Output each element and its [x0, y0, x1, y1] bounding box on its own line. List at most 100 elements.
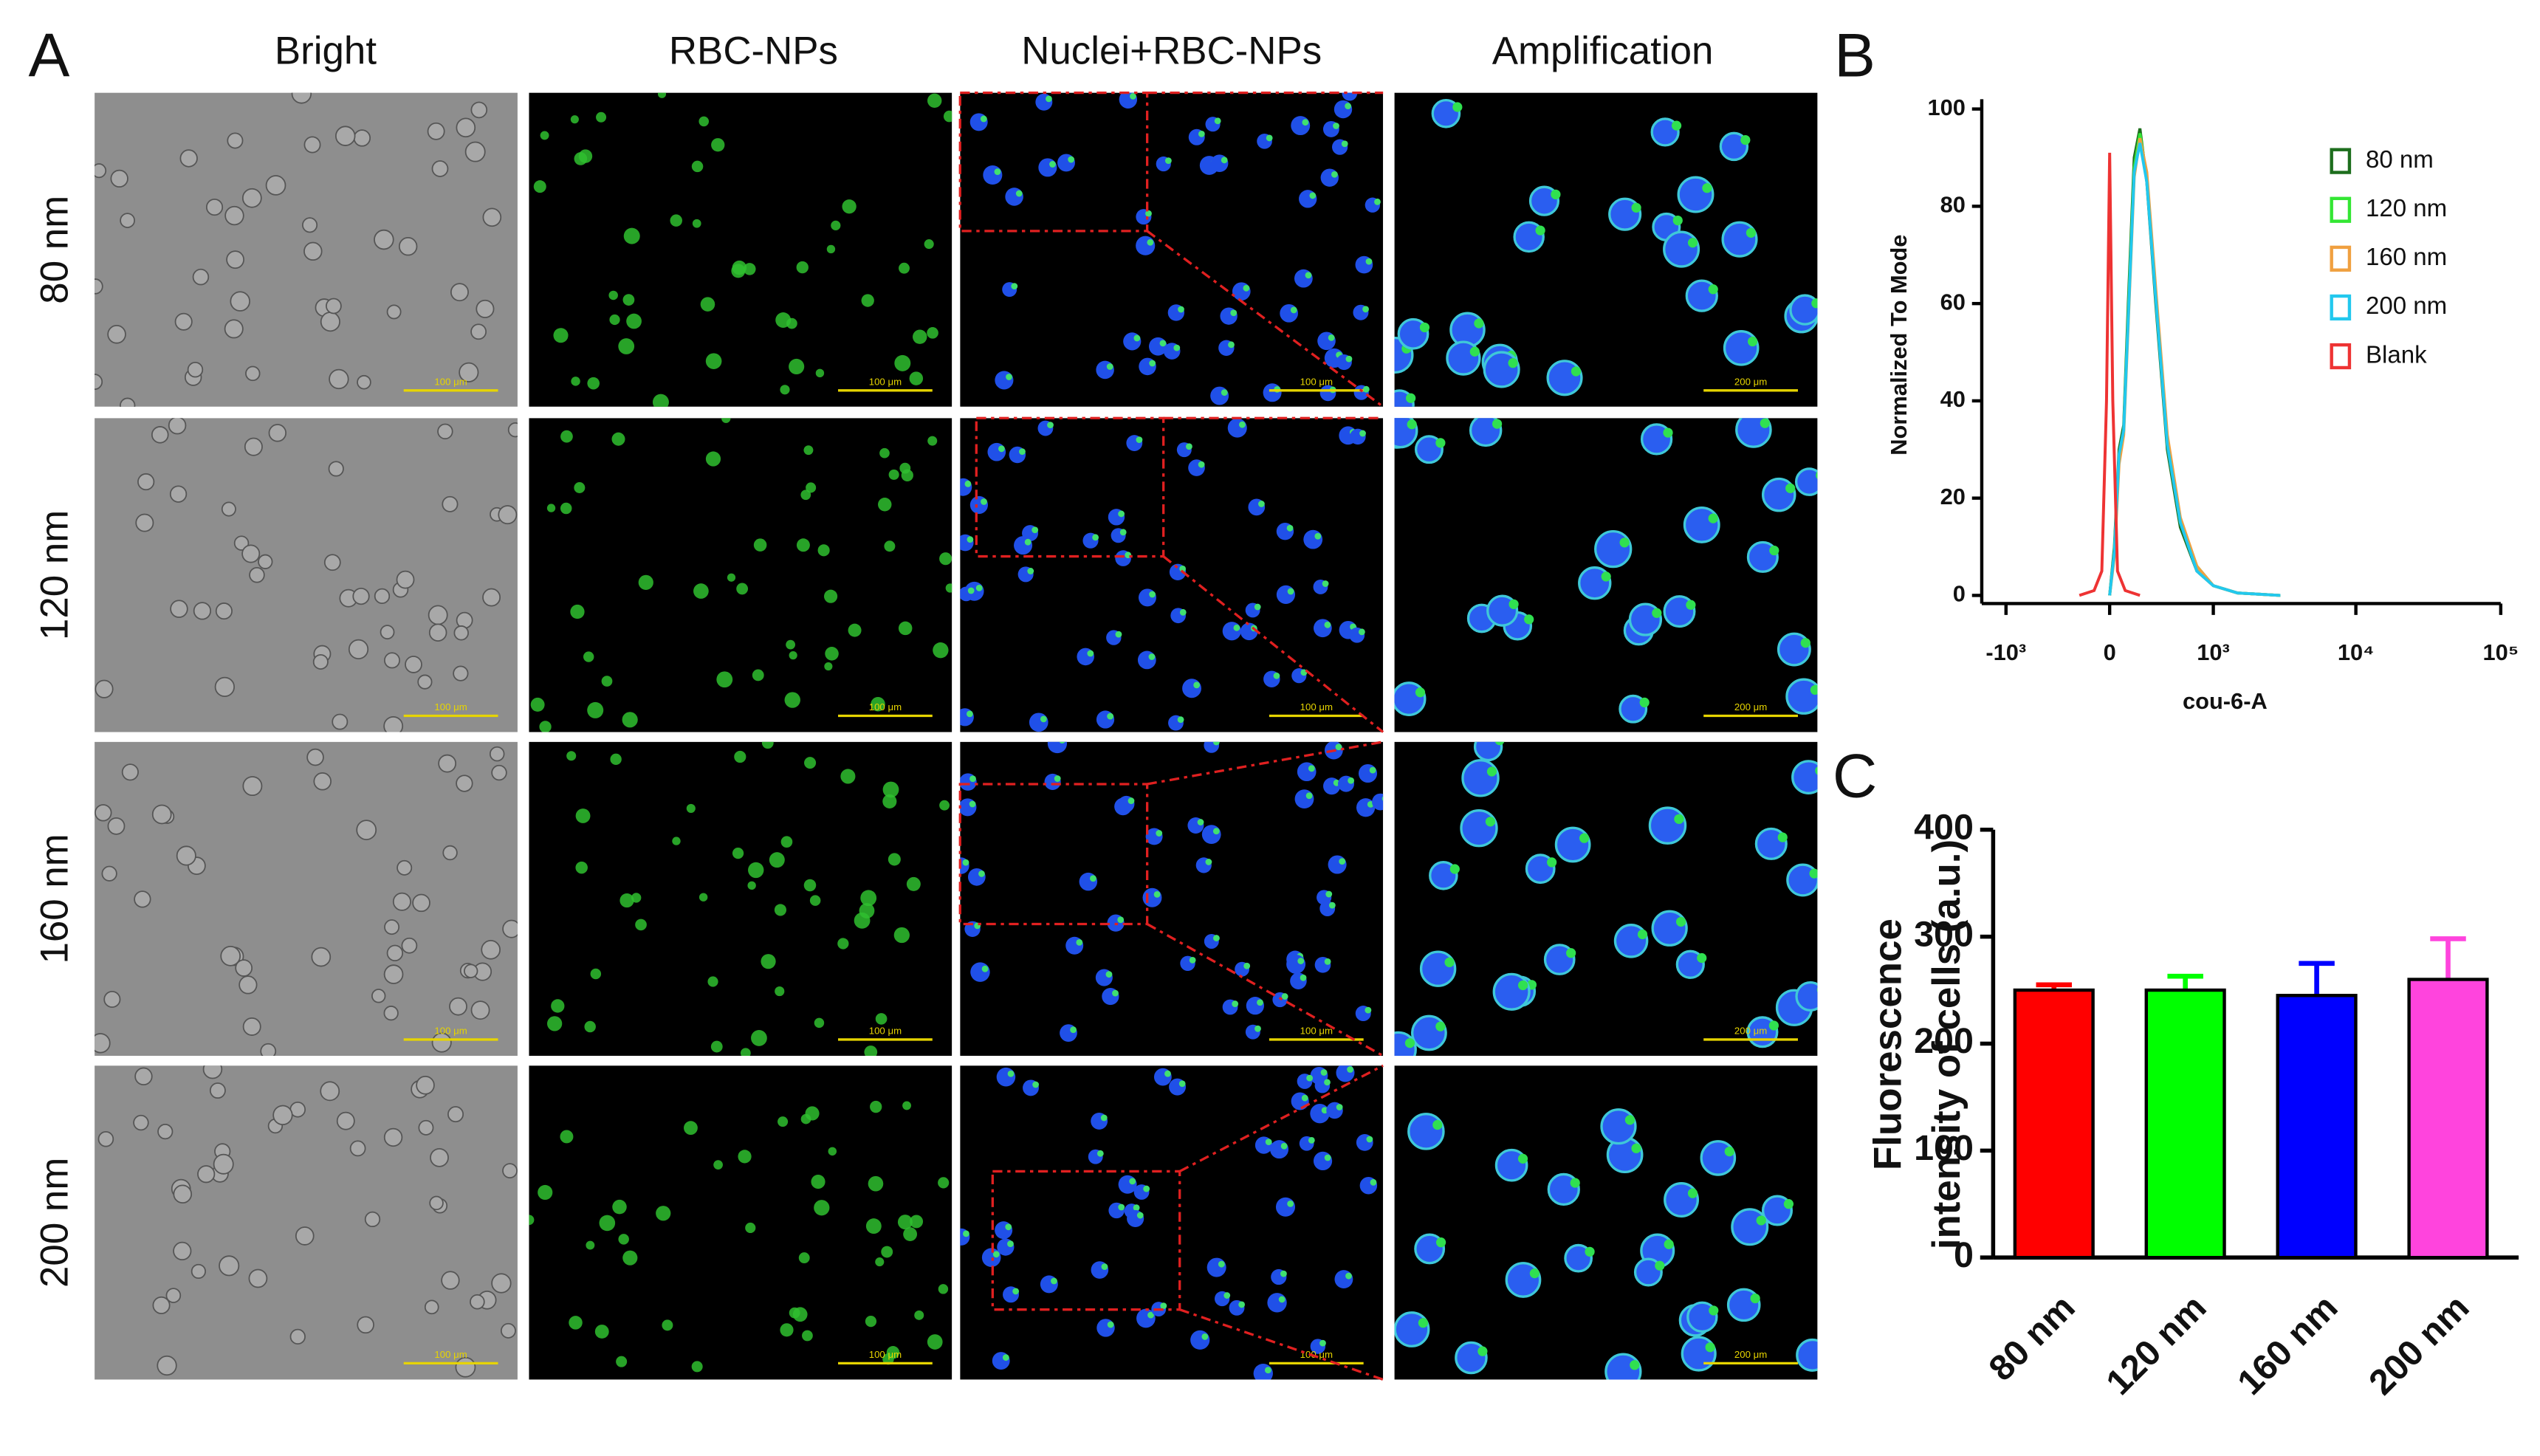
zoom-box [975, 416, 1165, 558]
nanoparticle [1566, 948, 1576, 958]
cell [170, 600, 188, 618]
nanoparticle [1186, 443, 1192, 450]
nanoparticle [963, 1230, 969, 1237]
cell [780, 1323, 794, 1337]
cell [731, 264, 746, 278]
nanoparticle [1032, 526, 1039, 534]
cell [570, 115, 579, 124]
cell [805, 1106, 820, 1121]
cell [169, 485, 188, 503]
cell [902, 1101, 912, 1110]
nucleus [1683, 506, 1720, 543]
nanoparticle [1374, 198, 1381, 205]
cell [416, 1076, 435, 1095]
nanoparticle [1358, 628, 1365, 636]
cell [707, 976, 718, 987]
nanoparticle [1800, 638, 1810, 648]
nanoparticle [1579, 833, 1590, 843]
cell [95, 374, 103, 391]
cell [574, 481, 586, 493]
nanoparticle [981, 965, 989, 972]
nucleus [1246, 997, 1264, 1015]
nanoparticle [1007, 1240, 1014, 1248]
scale-bar-label: 100 μm [434, 1025, 467, 1036]
scale-bar-label: 100 μm [869, 1025, 902, 1036]
column-header: Nuclei+RBC-NPs [1021, 30, 1322, 73]
nanoparticle [1205, 859, 1212, 865]
cell [939, 800, 950, 811]
scale-bar-label: 100 μm [1300, 1025, 1333, 1036]
scale-bar-label: 100 μm [869, 1349, 902, 1360]
cell [424, 1299, 439, 1315]
micrograph-content [960, 418, 1384, 732]
cell [157, 1355, 177, 1376]
legend-swatch [2330, 294, 2352, 321]
cell [815, 368, 825, 378]
nanoparticle [1308, 1136, 1315, 1144]
cell [320, 312, 340, 332]
nanoparticle [994, 168, 1001, 175]
cell [464, 964, 478, 978]
cell [775, 312, 792, 328]
cell [786, 639, 796, 650]
row-label: 200 nm [32, 1158, 76, 1288]
nanoparticle [1406, 393, 1416, 403]
nanoparticle [1631, 1143, 1641, 1153]
nanoparticle [1027, 568, 1034, 574]
nanoparticle [1535, 225, 1545, 236]
nanoparticle [1201, 1333, 1209, 1340]
cell [842, 199, 857, 214]
cell [213, 1153, 234, 1175]
nanoparticle [1328, 902, 1336, 909]
cell [371, 989, 386, 1003]
cell [734, 750, 746, 763]
cell [748, 862, 764, 879]
nucleus [1038, 158, 1057, 177]
cell [761, 741, 774, 749]
nucleus [1286, 954, 1306, 974]
nucleus [1313, 619, 1332, 638]
nanoparticle [1415, 687, 1426, 698]
cell [599, 1215, 616, 1232]
histogram-line [2108, 133, 2281, 597]
scale-bar-label: 100 μm [1300, 1349, 1333, 1360]
nanoparticle [1118, 510, 1125, 518]
cell [784, 692, 800, 708]
nanoparticle [1747, 336, 1758, 347]
nanoparticle [1087, 650, 1094, 657]
cell [320, 1081, 340, 1102]
cell [705, 353, 722, 369]
cell [470, 101, 488, 119]
nanoparticle [1485, 817, 1496, 827]
cell [881, 1246, 893, 1258]
nanoparticle [969, 775, 976, 783]
nanoparticle [1449, 864, 1460, 874]
nanoparticle [1197, 819, 1204, 825]
micrograph: 200 μm [1394, 1065, 1818, 1380]
panel-label: B [1834, 21, 1875, 90]
nanoparticle [1308, 765, 1315, 772]
nanoparticle [1601, 571, 1611, 582]
cell [383, 1127, 403, 1147]
cell [383, 1006, 399, 1021]
nanoparticle [1370, 1178, 1377, 1186]
cell [120, 213, 135, 228]
nucleus [1182, 679, 1201, 698]
nanoparticle [1228, 341, 1235, 348]
cell [751, 1030, 767, 1046]
cell [802, 1330, 813, 1342]
cell [809, 895, 821, 906]
legend-label: 200 nm [2366, 292, 2447, 320]
cell [594, 1325, 609, 1339]
nanoparticle [1652, 608, 1662, 618]
cell [684, 1121, 698, 1136]
nucleus [1372, 793, 1384, 811]
nanoparticle [1005, 1223, 1012, 1231]
nucleus [1394, 418, 1418, 449]
nucleus [1190, 1330, 1210, 1350]
nucleus [1005, 188, 1023, 206]
cell [190, 1263, 206, 1280]
x-tick-label: 120 nm [2098, 1288, 2214, 1403]
cell [814, 1200, 830, 1216]
cell [349, 1140, 366, 1157]
